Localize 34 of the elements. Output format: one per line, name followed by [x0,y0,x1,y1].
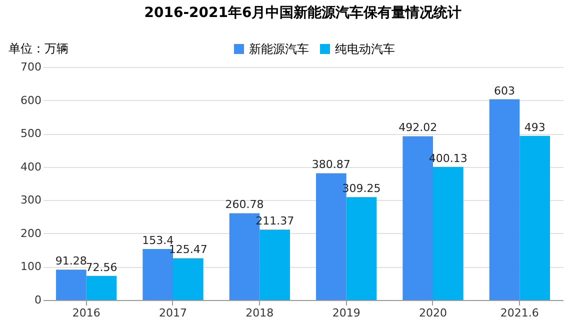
x-tick-label: 2017 [159,306,187,320]
y-tick-label: 0 [34,294,42,306]
y-axis-title: 单位：万辆 [8,42,68,56]
y-tick-label: 400 [20,160,42,174]
x-tick-label: 2020 [419,306,447,320]
bar [489,99,520,300]
x-tick-label: 2019 [332,306,360,320]
bar [346,197,377,300]
legend-label: 新能源汽车 [249,42,309,56]
bar [173,258,204,300]
y-tick-label: 300 [20,194,42,207]
bar [520,136,550,300]
y-tick-label: 600 [20,94,42,107]
legend-label: 纯电动汽车 [335,42,395,56]
y-tick-label: 100 [20,260,42,274]
data-label: 72.56 [86,260,118,274]
chart-title: 2016-2021年6月中国新能源汽车保有量情况统计 [144,4,462,21]
y-tick-label: 200 [20,226,42,240]
x-tick-label: 2021.6 [500,306,539,320]
data-label: 260.78 [225,198,264,212]
data-label: 91.28 [55,254,87,268]
data-label: 125.47 [168,243,208,256]
y-tick-label: 700 [20,60,42,74]
data-label: 603 [494,84,515,98]
bar [433,166,464,300]
x-tick-label: 2018 [246,306,274,320]
x-tick-label: 2016 [72,306,100,320]
bar [56,270,86,300]
bar [86,276,117,300]
data-label: 380.87 [312,158,350,172]
y-tick-label: 500 [20,127,42,140]
data-label: 492.02 [398,121,438,134]
bar [260,230,290,300]
data-label: 493 [524,120,546,134]
